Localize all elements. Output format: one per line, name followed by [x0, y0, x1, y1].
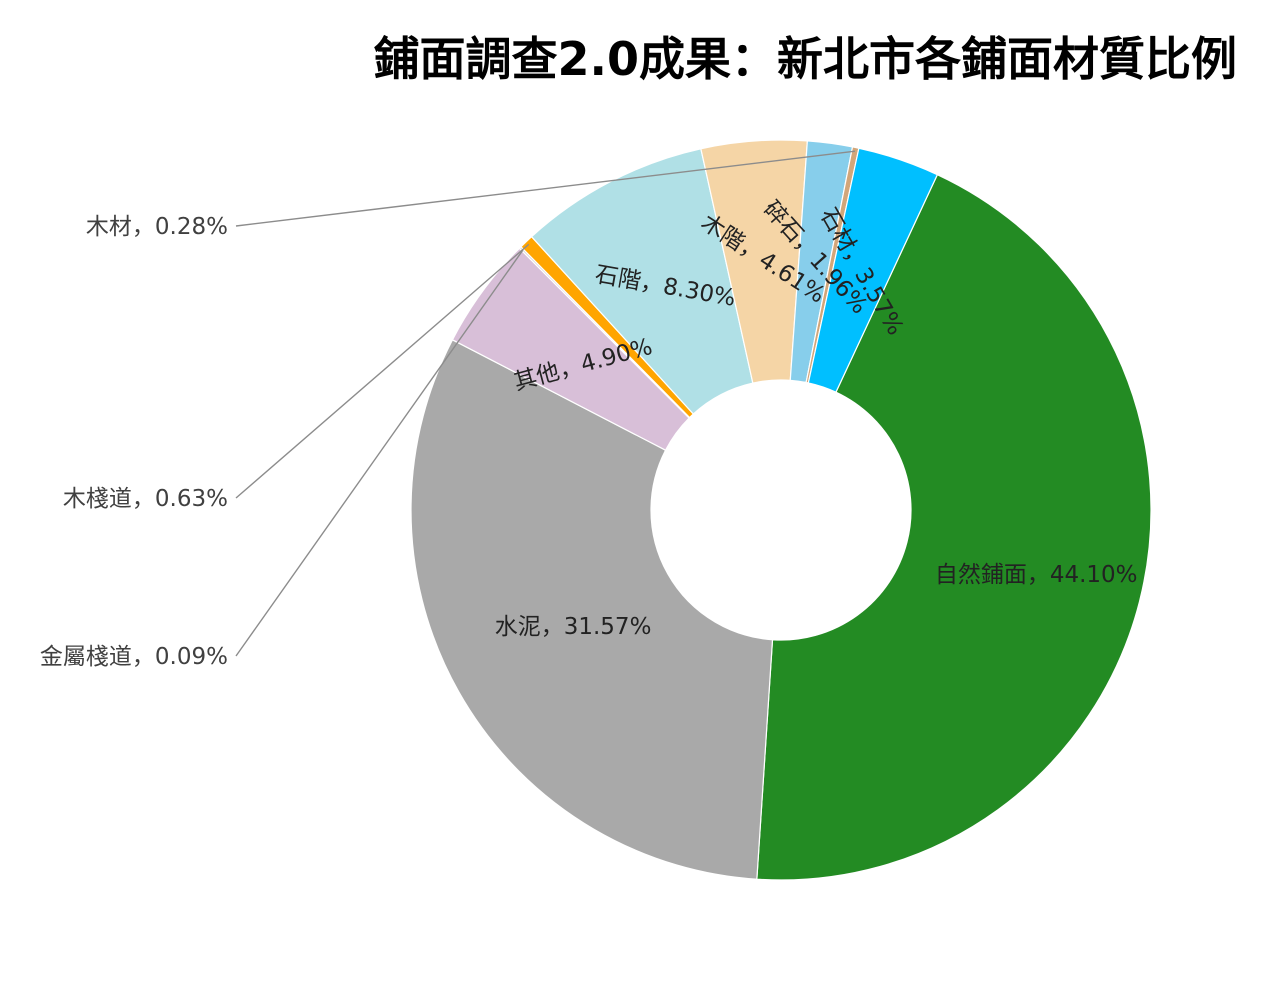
- slices-group: [410, 139, 1152, 881]
- chart-title: 鋪面調查2.0成果：新北市各鋪面材質比例: [374, 32, 1238, 86]
- leader-line: [235, 150, 856, 227]
- slice-label: 木材，0.28%: [86, 214, 228, 240]
- leader-line: [235, 249, 524, 657]
- pie-slice: [807, 147, 939, 393]
- leader-line: [235, 243, 530, 499]
- pie-slice: [410, 339, 774, 880]
- leader-lines-group: [235, 150, 856, 657]
- pie-slice: [530, 148, 754, 415]
- slice-label: 水泥，31.57%: [495, 614, 652, 640]
- slice-label: 金屬棧道，0.09%: [40, 644, 228, 670]
- slice-label: 木棧道，0.63%: [63, 486, 228, 512]
- slice-label: 自然鋪面，44.10%: [935, 562, 1138, 588]
